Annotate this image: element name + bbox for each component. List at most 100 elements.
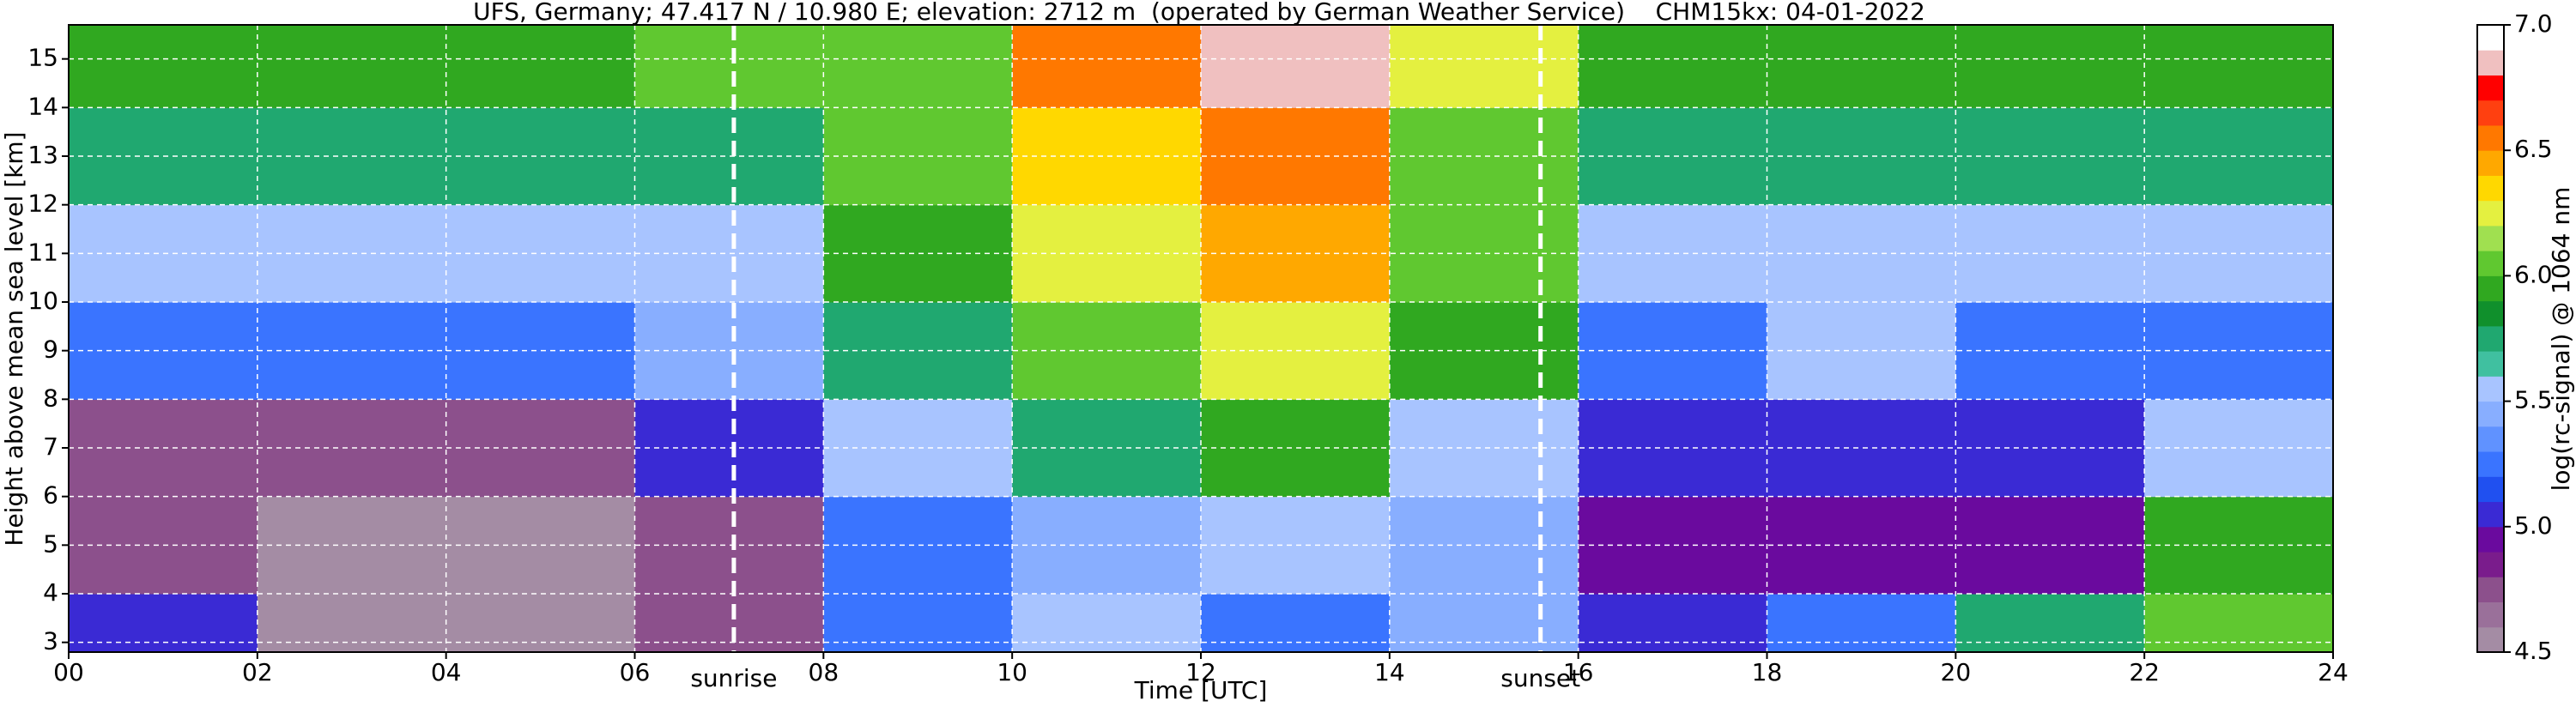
heatmap-cell — [634, 302, 824, 400]
y-tick-label: 11 — [27, 238, 58, 266]
heatmap-cell — [257, 594, 447, 653]
colorbar-tick-label: 4.5 — [2514, 637, 2553, 665]
colorbar-band — [2477, 124, 2504, 151]
colorbar-band — [2477, 351, 2504, 377]
y-tick-label: 7 — [43, 432, 58, 461]
heatmap-cell — [823, 302, 1013, 400]
annotation-label: sunset — [1500, 664, 1580, 692]
heatmap-cell — [823, 399, 1013, 498]
heatmap-cell — [1389, 496, 1579, 595]
chart-title: UFS, Germany; 47.417 N / 10.980 E; eleva… — [473, 0, 1925, 26]
y-tick-label: 6 — [43, 481, 58, 510]
heatmap-cell — [1201, 302, 1391, 400]
heatmap-cell — [1955, 399, 2145, 498]
y-tick-label: 14 — [27, 92, 58, 120]
colorbar-band — [2477, 601, 2504, 628]
y-tick-label: 15 — [27, 44, 58, 72]
colorbar-tick-label: 6.0 — [2514, 260, 2553, 288]
plot-frame — [68, 24, 2334, 653]
y-tick-label: 13 — [27, 141, 58, 169]
colorbar-band — [2477, 426, 2504, 452]
heatmap-cell — [1578, 204, 1767, 303]
heatmap-cell — [2144, 399, 2334, 498]
colorbar-band — [2477, 100, 2504, 126]
heatmap-cell — [1201, 25, 1391, 108]
colorbar-band — [2477, 376, 2504, 402]
heatmap-cell — [1201, 594, 1391, 653]
colorbar-band — [2477, 401, 2504, 427]
heatmap-cell — [69, 594, 258, 653]
heatmap-cell — [2144, 107, 2334, 206]
heatmap-cell — [2144, 496, 2334, 595]
heatmap-cell — [634, 594, 824, 653]
colorbar-band — [2477, 476, 2504, 503]
heatmap-cell — [1578, 302, 1767, 400]
heatmap-cell — [1955, 204, 2145, 303]
heatmap-cell — [445, 204, 635, 303]
heatmap-cell — [1389, 399, 1579, 498]
heatmap-cell — [1578, 107, 1767, 206]
heatmap-cell — [2144, 25, 2334, 108]
x-tick-label: 20 — [1941, 658, 1972, 686]
heatmap-cell — [1767, 496, 1956, 595]
heatmap-cell — [1578, 496, 1767, 595]
annotation-label: sunrise — [690, 664, 777, 692]
heatmap-cell — [445, 594, 635, 653]
heatmap-cell — [823, 107, 1013, 206]
heatmap-cell — [823, 594, 1013, 653]
x-tick-label: 06 — [620, 658, 651, 686]
heatmap-cell — [634, 25, 824, 108]
y-tick-label: 4 — [43, 578, 58, 607]
heatmap-cell — [1012, 302, 1202, 400]
heatmap-cell — [1012, 204, 1202, 303]
heatmap-cell — [1389, 204, 1579, 303]
heatmap-cell — [1767, 594, 1956, 653]
x-tick-label: 00 — [53, 658, 84, 686]
heatmap-cell — [445, 107, 635, 206]
heatmap-cell — [634, 107, 824, 206]
heatmap-cell — [1012, 399, 1202, 498]
colorbar-band — [2477, 626, 2504, 653]
colorbar-tick-label: 5.0 — [2514, 511, 2553, 540]
heatmap-cell — [1012, 107, 1202, 206]
colorbar-band — [2477, 25, 2504, 51]
heatmap-cell — [823, 25, 1013, 108]
heatmap-cell — [1955, 107, 2145, 206]
heatmap-cell — [1201, 399, 1391, 498]
x-tick-label: 10 — [997, 658, 1027, 686]
colorbar-tick-label: 5.5 — [2514, 386, 2553, 414]
heatmap-cell — [2144, 204, 2334, 303]
heatmap-cell — [445, 496, 635, 595]
heatmap-cell — [634, 399, 824, 498]
heatmap-cell — [445, 399, 635, 498]
heatmap-cell — [1012, 496, 1202, 595]
heatmap-cell — [823, 496, 1013, 595]
x-tick-label: 16 — [1563, 658, 1594, 686]
heatmap-cell — [1955, 496, 2145, 595]
colorbar-label: log(rc-signal) @ 1064 nm — [2547, 187, 2575, 492]
colorbar-band — [2477, 451, 2504, 477]
colorbar-band — [2477, 275, 2504, 302]
heatmap-cell — [1012, 594, 1202, 653]
heatmap-cell — [1955, 594, 2145, 653]
heatmap-cell — [445, 302, 635, 400]
heatmap-cell — [1767, 204, 1956, 303]
heatmap-cell — [823, 204, 1013, 303]
y-tick-label: 12 — [27, 190, 58, 218]
colorbar-band — [2477, 225, 2504, 251]
colorbar-band — [2477, 552, 2504, 577]
heatmap-cell — [1201, 107, 1391, 206]
x-tick-label: 08 — [809, 658, 839, 686]
colorbar-band — [2477, 50, 2504, 76]
heatmap-cell — [445, 25, 635, 108]
heatmap-cell — [1767, 25, 1956, 108]
x-axis-label: Time [UTC] — [1134, 676, 1268, 704]
colorbar-band — [2477, 526, 2504, 553]
y-axis-label: Height above mean sea level [km] — [0, 131, 28, 546]
colorbar-band — [2477, 501, 2504, 528]
x-tick-label: 12 — [1185, 658, 1216, 686]
heatmap-cell — [1201, 204, 1391, 303]
y-tick-label: 3 — [43, 627, 58, 656]
colorbar-band — [2477, 175, 2504, 202]
